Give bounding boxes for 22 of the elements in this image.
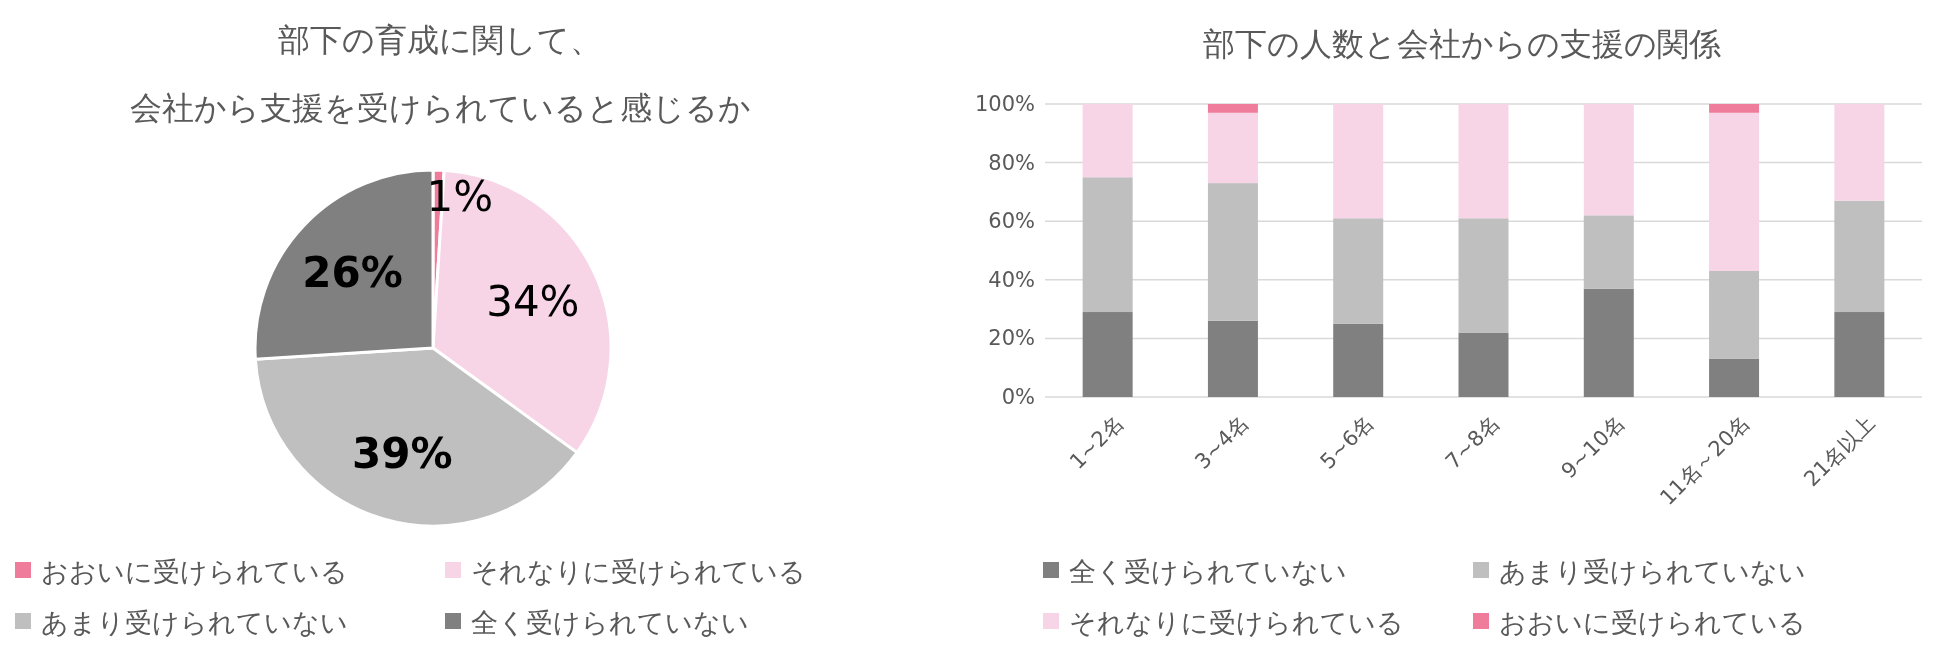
x-tick-label: 21名以上 <box>1799 410 1880 491</box>
data-label: 1% <box>426 172 494 222</box>
legend-item: 全く受けられていない <box>1043 555 1347 587</box>
legend-item: おおいに受けられている <box>1473 606 1806 638</box>
legend-item: それなりに受けられている <box>445 555 806 587</box>
y-tick-label: 20% <box>988 326 1035 351</box>
chart-title: 部下の人数と会社からの支援の関係 <box>1203 25 1721 63</box>
y-tick-label: 80% <box>988 150 1035 175</box>
legend-item: おおいに受けられている <box>15 555 348 587</box>
data-label: 34% <box>486 276 580 326</box>
chart-title: 部下の育成に関して、会社から支援を受けられていると感じるか <box>129 21 751 127</box>
legend-item: 全く受けられていない <box>445 606 749 638</box>
legend-item: あまり受けられていない <box>15 606 348 638</box>
data-label: 39% <box>351 429 453 479</box>
y-tick-label: 0% <box>1001 385 1035 409</box>
legend-item: あまり受けられていない <box>1473 555 1806 587</box>
y-tick-label: 40% <box>988 267 1035 292</box>
y-tick-label: 100% <box>974 92 1035 116</box>
x-tick-label: 11名～20名 <box>1655 410 1755 510</box>
y-tick-label: 60% <box>988 209 1035 234</box>
data-label: 26% <box>302 247 403 297</box>
legend-item: それなりに受けられている <box>1043 606 1404 638</box>
